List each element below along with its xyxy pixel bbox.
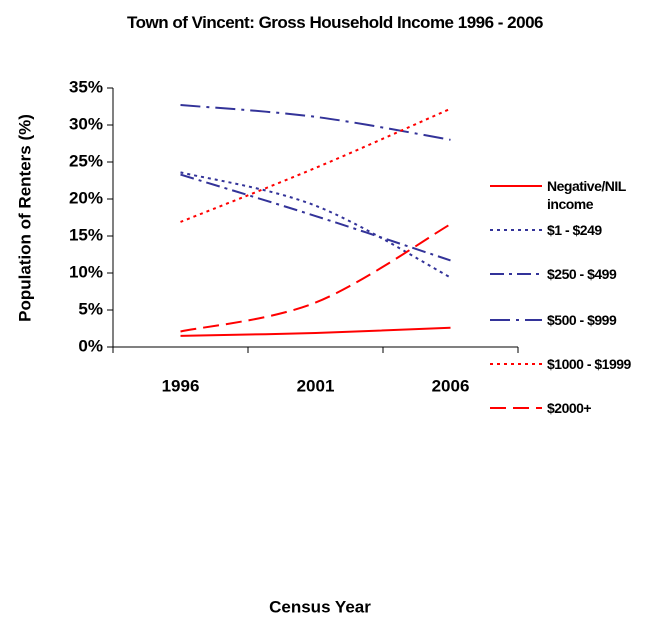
legend-label: Negative/NIL income	[547, 178, 626, 212]
legend-label: $250 - $499	[547, 266, 617, 282]
y-axis-label: Population of Renters (%)	[15, 114, 34, 322]
chart-title: Town of Vincent: Gross Household Income …	[127, 13, 543, 32]
y-tick-label: 30%	[69, 114, 103, 133]
x-axis-label: Census Year	[269, 597, 371, 616]
y-tick-label: 5%	[78, 299, 103, 318]
series-line	[180, 223, 452, 333]
series-line	[180, 107, 451, 223]
legend-label: $500 - $999	[547, 312, 617, 328]
legend-label: $1000 - $1999	[547, 356, 631, 372]
y-tick-label: 35%	[69, 77, 103, 96]
y-tick-label: 15%	[69, 225, 103, 244]
legend-label: $1 - $249	[547, 222, 602, 238]
x-tick-label: 2006	[432, 376, 470, 395]
y-tick-label: 10%	[69, 262, 103, 281]
series-line	[180, 104, 451, 141]
series-line	[180, 171, 451, 279]
y-tick-label: 0%	[78, 336, 103, 355]
series-line	[180, 173, 451, 262]
x-tick-label: 2001	[297, 376, 335, 395]
series-line	[180, 326, 451, 337]
legend-label: $2000+	[547, 400, 592, 416]
y-tick-label: 20%	[69, 188, 103, 207]
x-tick-label: 1996	[162, 376, 200, 395]
y-tick-label: 25%	[69, 151, 103, 170]
